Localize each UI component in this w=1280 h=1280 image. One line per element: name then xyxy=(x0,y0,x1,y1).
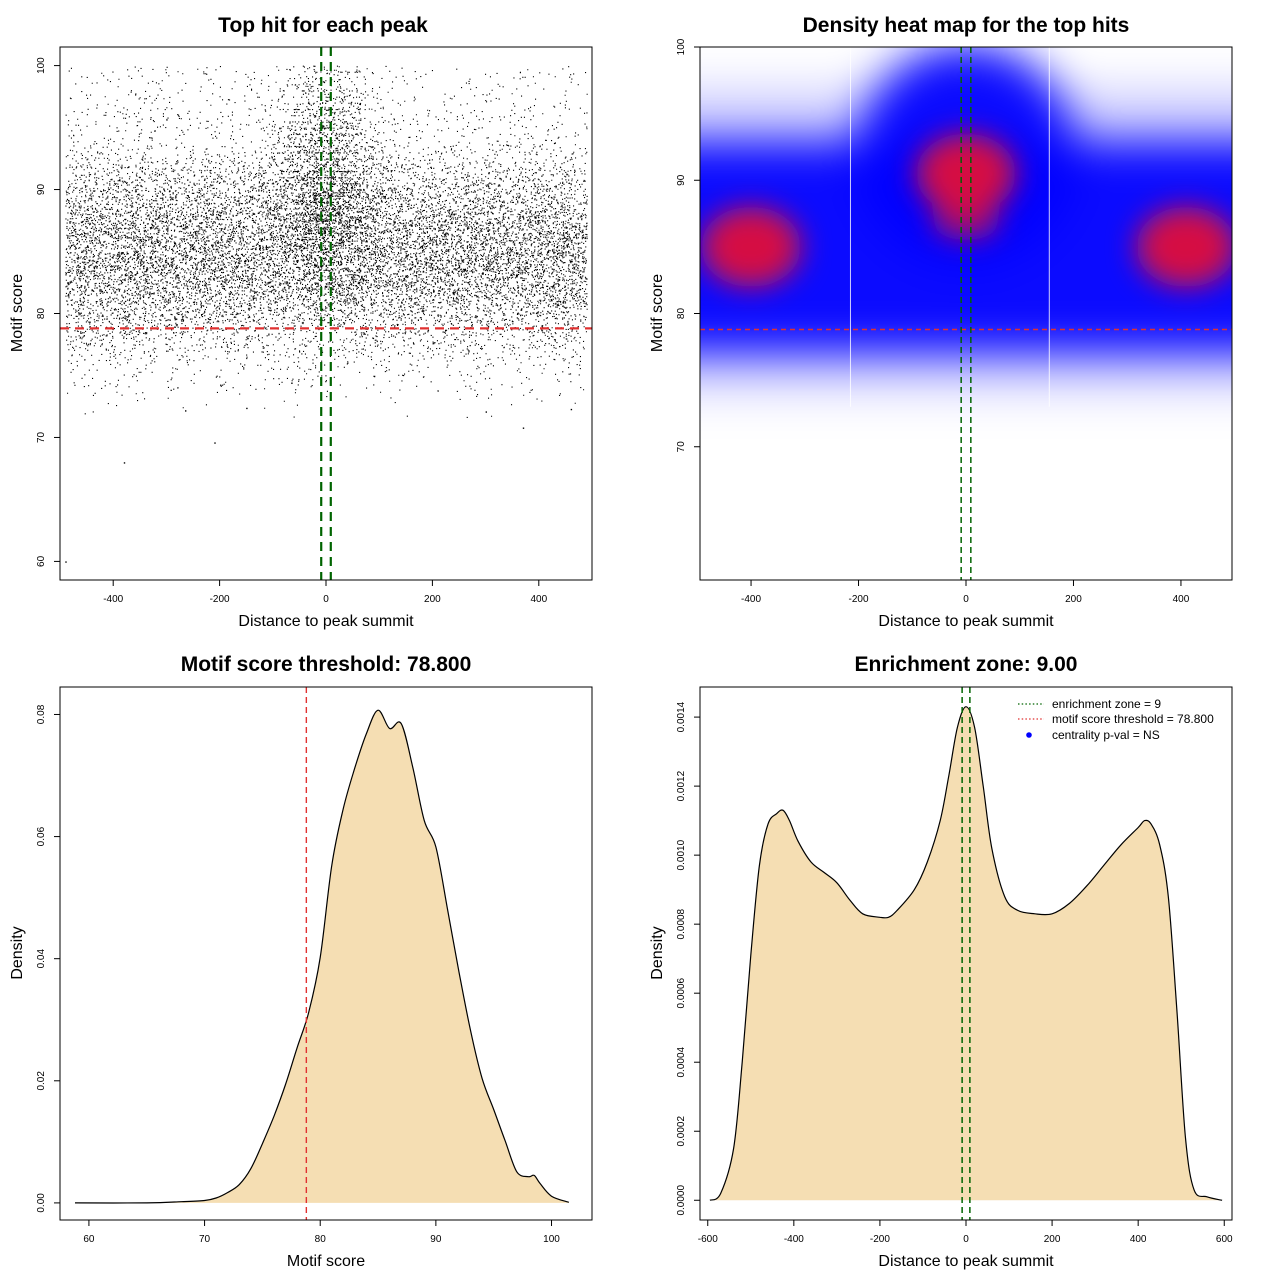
x-tick-label: -200 xyxy=(210,594,230,605)
x-tick-label: -200 xyxy=(870,1234,890,1245)
heatmap-title: Density heat map for the top hits xyxy=(803,14,1130,37)
y-tick-label: 0.0008 xyxy=(676,908,687,939)
position-density-y-label: Density xyxy=(649,926,666,979)
y-tick-label: 0.0010 xyxy=(676,839,687,870)
x-tick-label: 200 xyxy=(1065,594,1082,605)
scatter-x-label: Distance to peak summit xyxy=(238,613,414,630)
legend-pval-label: centrality p-val = NS xyxy=(1052,728,1160,742)
y-tick-label: 70 xyxy=(36,431,47,443)
density-curve xyxy=(74,709,570,1204)
y-tick-label: 80 xyxy=(676,308,687,320)
legend-pval-point xyxy=(1026,732,1032,738)
scatter-points xyxy=(65,65,588,563)
panel-score-density: Motif score threshold: 78.800 60 70 80 90 10… xyxy=(9,653,593,1270)
y-tick-label: 0.00 xyxy=(36,1193,47,1213)
heatmap-y-label: Motif score xyxy=(649,274,666,352)
score-density-title: Motif score threshold: 78.800 xyxy=(181,653,472,676)
legend-threshold-label: motif score threshold = 78.800 xyxy=(1052,712,1214,726)
heatmap-image xyxy=(700,47,1232,580)
position-density-area xyxy=(709,706,1223,1201)
position-density-x-ticks: -600 -400 -200 0 200 400 600 xyxy=(698,1219,1233,1245)
scatter-plot-frame xyxy=(59,46,593,581)
scatter-reference-lines xyxy=(60,47,592,580)
heat-hotspot xyxy=(1136,206,1232,287)
score-density-area xyxy=(74,709,570,1204)
x-tick-label: -200 xyxy=(849,594,869,605)
y-tick-label: 0.0004 xyxy=(676,1046,687,1077)
heatmap-x-label: Distance to peak summit xyxy=(878,613,1054,630)
x-tick-label: 90 xyxy=(430,1234,442,1245)
x-tick-label: 60 xyxy=(83,1234,95,1245)
y-tick-label: 0.0000 xyxy=(676,1185,687,1216)
scatter-point xyxy=(65,65,588,563)
x-tick-label: 600 xyxy=(1216,1234,1233,1245)
y-tick-label: 0.04 xyxy=(36,949,47,969)
y-tick-label: 100 xyxy=(36,57,47,74)
heatmap-red-layer xyxy=(701,133,1232,287)
x-tick-label: 80 xyxy=(315,1234,327,1245)
y-tick-label: 90 xyxy=(36,184,47,196)
position-density-x-label: Distance to peak summit xyxy=(878,1253,1054,1270)
x-tick-label: 400 xyxy=(530,594,547,605)
position-density-y-ticks: 0.0000 0.0002 0.0004 0.0006 0.0008 0.0010 0.00… xyxy=(676,701,701,1216)
y-tick-label: 0.0012 xyxy=(676,770,687,801)
scatter-x-ticks: -400 -200 0 200 400 xyxy=(103,579,548,605)
scatter-y-ticks: 60 70 80 90 100 xyxy=(36,57,61,567)
heatmap-y-ticks: 70 80 90 100 xyxy=(676,38,701,453)
x-tick-label: 0 xyxy=(963,594,969,605)
density-curve xyxy=(709,706,1223,1201)
panel-heatmap: Density heat map for the top hits -400 -2… xyxy=(649,14,1233,630)
score-density-x-ticks: 60 70 80 90 100 xyxy=(83,1219,560,1245)
panel-scatter: Top hit for each peak -400 -200 0 200 400 60… xyxy=(9,14,593,630)
x-tick-label: 100 xyxy=(543,1234,560,1245)
score-density-x-label: Motif score xyxy=(287,1253,365,1270)
legend: enrichment zone = 9 motif score threshol… xyxy=(1018,697,1214,742)
x-tick-label: 0 xyxy=(963,1234,969,1245)
x-tick-label: 400 xyxy=(1130,1234,1147,1245)
x-tick-label: 200 xyxy=(424,594,441,605)
density-fill xyxy=(75,710,569,1203)
y-tick-label: 0.0014 xyxy=(676,701,687,732)
x-tick-label: 0 xyxy=(323,594,329,605)
x-tick-label: 200 xyxy=(1044,1234,1061,1245)
panel-position-density: Enrichment zone: 9.00 -600 -400 -200 0 200 40… xyxy=(649,653,1233,1270)
x-tick-label: -400 xyxy=(103,594,123,605)
x-tick-label: -600 xyxy=(698,1234,718,1245)
scatter-title: Top hit for each peak xyxy=(218,14,428,37)
scatter-y-label: Motif score xyxy=(9,274,26,352)
heatmap-x-ticks: -400 -200 0 200 400 xyxy=(741,579,1190,605)
position-density-reference-lines xyxy=(961,687,971,1220)
y-tick-label: 0.0002 xyxy=(676,1116,687,1147)
y-tick-label: 0.06 xyxy=(36,826,47,846)
y-tick-label: 0.08 xyxy=(36,704,47,724)
x-tick-label: -400 xyxy=(741,594,761,605)
y-tick-label: 60 xyxy=(36,555,47,567)
x-tick-label: -400 xyxy=(784,1234,804,1245)
score-density-y-label: Density xyxy=(9,926,26,979)
position-density-title: Enrichment zone: 9.00 xyxy=(855,653,1078,676)
score-density-y-ticks: 0.00 0.02 0.04 0.06 0.08 xyxy=(36,704,61,1213)
y-tick-label: 90 xyxy=(676,174,687,186)
y-tick-label: 80 xyxy=(36,308,47,320)
heat-hotspot xyxy=(916,133,1016,214)
heatmap-reference-lines xyxy=(700,47,1232,580)
y-tick-label: 0.02 xyxy=(36,1071,47,1091)
y-tick-label: 0.0006 xyxy=(676,977,687,1008)
density-fill xyxy=(709,706,1223,1201)
x-tick-label: 400 xyxy=(1173,594,1190,605)
heat-hotspot xyxy=(932,200,1000,241)
x-tick-label: 70 xyxy=(199,1234,211,1245)
y-tick-label: 70 xyxy=(676,441,687,453)
heat-hotspot xyxy=(701,206,802,287)
y-tick-label: 100 xyxy=(676,38,687,55)
legend-zone-label: enrichment zone = 9 xyxy=(1052,697,1161,711)
